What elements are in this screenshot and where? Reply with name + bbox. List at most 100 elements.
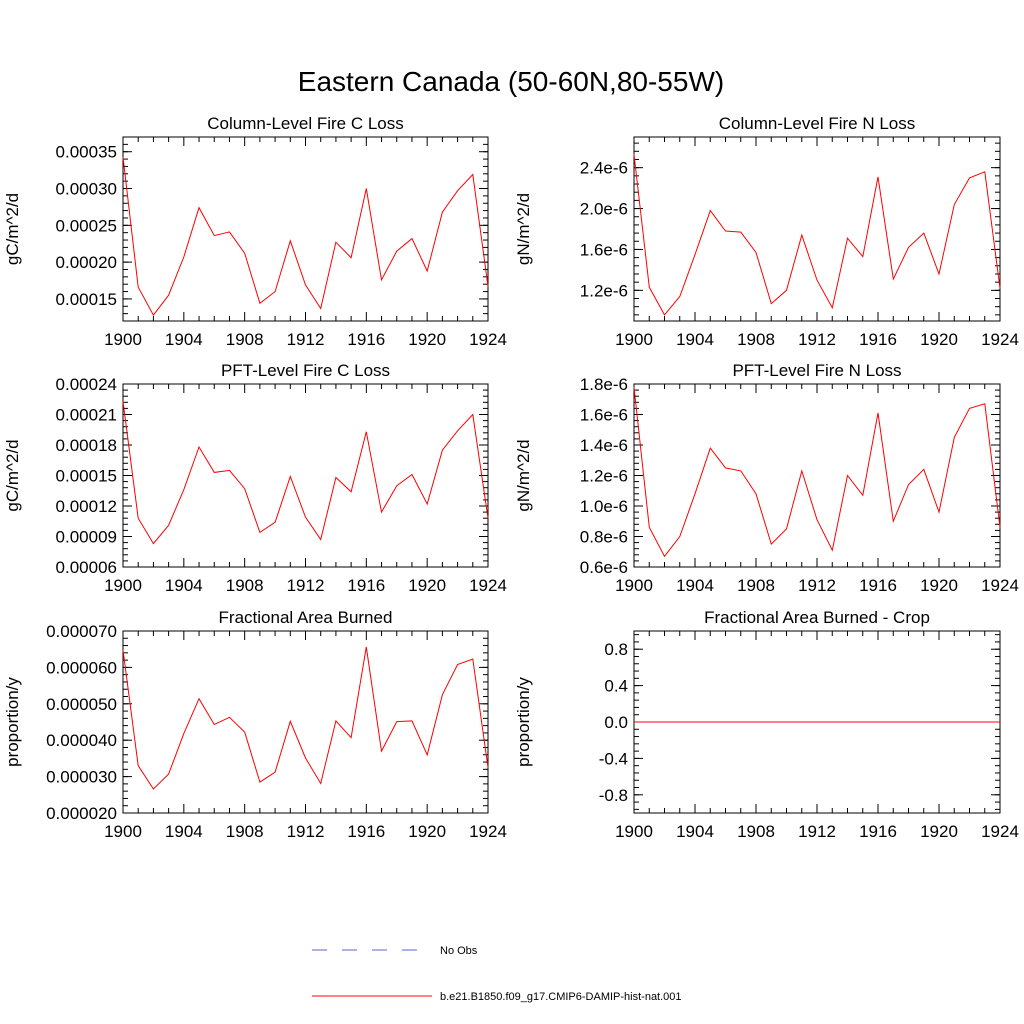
plot-frame xyxy=(633,383,1001,568)
series-line xyxy=(122,401,489,545)
legend-label-no-obs: No Obs xyxy=(440,945,478,957)
x-tick-label: 1920 xyxy=(920,330,958,349)
y-tick-label: 0.00020 xyxy=(56,253,117,272)
x-tick-label: 1920 xyxy=(408,576,446,595)
y-tick-label: 0.8e-6 xyxy=(580,528,628,547)
panel-title: Column-Level Fire N Loss xyxy=(719,114,916,133)
y-tick-label: 2.0e-6 xyxy=(580,200,628,219)
y-tick-label: 0.00018 xyxy=(56,436,117,455)
y-tick-label: -0.8 xyxy=(599,786,628,805)
series-line xyxy=(122,156,489,317)
x-tick-label: 1904 xyxy=(676,822,714,841)
panel-title: PFT-Level Fire C Loss xyxy=(221,361,390,380)
y-axis-label: gC/m^2/d xyxy=(3,439,22,511)
y-tick-label: 0.000060 xyxy=(46,658,117,677)
y-tick-label: 0.00021 xyxy=(56,406,117,425)
y-axis-label: gN/m^2/d xyxy=(514,193,533,265)
x-tick-label: 1916 xyxy=(347,576,385,595)
plot-frame xyxy=(122,136,489,322)
x-tick-label: 1900 xyxy=(615,822,653,841)
x-tick-label: 1920 xyxy=(408,822,446,841)
x-tick-label: 1912 xyxy=(798,822,836,841)
y-tick-label: 1.0e-6 xyxy=(580,497,628,516)
x-tick-label: 1924 xyxy=(981,576,1019,595)
chart-panel-3: PFT-Level Fire C Loss gC/m^2/d 1900 1904 190… xyxy=(3,361,507,595)
chart-panel-2: Column-Level Fire N Loss gN/m^2/d 1900 1904… xyxy=(514,114,1019,349)
series-line xyxy=(633,387,1001,558)
y-tick-label: 0.000020 xyxy=(46,804,117,823)
x-tick-label: 1912 xyxy=(287,576,325,595)
y-tick-label: 1.2e-6 xyxy=(580,281,628,300)
x-tick-label: 1924 xyxy=(469,822,507,841)
y-tick-label: 1.6e-6 xyxy=(580,240,628,259)
y-tick-label: 0.00009 xyxy=(56,528,117,547)
legend-label-model: b.e21.B1850.f09_g17.CMIP6-DAMIP-hist-nat… xyxy=(440,991,682,1003)
x-tick-label: 1900 xyxy=(615,330,653,349)
y-tick-label: 1.4e-6 xyxy=(580,436,628,455)
y-tick-label: 0.00015 xyxy=(56,467,117,486)
x-tick-label: 1908 xyxy=(737,576,775,595)
chart-panel-5: Fractional Area Burned proportion/y 1900 19… xyxy=(3,608,507,841)
x-tick-label: 1916 xyxy=(347,822,385,841)
x-tick-label: 1900 xyxy=(104,822,142,841)
y-tick-label: 0.000030 xyxy=(46,768,117,787)
x-tick-label: 1904 xyxy=(165,822,203,841)
chart-panel-4: PFT-Level Fire N Loss gN/m^2/d 1900 1904 190… xyxy=(514,361,1019,595)
x-tick-label: 1924 xyxy=(981,330,1019,349)
plot-frame xyxy=(633,136,1001,322)
x-tick-label: 1916 xyxy=(859,330,897,349)
y-tick-label: 2.4e-6 xyxy=(580,159,628,178)
y-axis-label: gC/m^2/d xyxy=(3,193,22,265)
x-tick-label: 1924 xyxy=(469,330,507,349)
y-tick-label: 1.6e-6 xyxy=(580,406,628,425)
x-tick-label: 1916 xyxy=(347,330,385,349)
y-axis-label: proportion/y xyxy=(514,677,533,767)
panel-group: Column-Level Fire C Loss gC/m^2/d 1900 1904… xyxy=(3,114,1019,841)
x-tick-label: 1908 xyxy=(226,330,264,349)
x-tick-label: 1924 xyxy=(469,576,507,595)
x-tick-label: 1920 xyxy=(920,822,958,841)
x-tick-label: 1912 xyxy=(287,822,325,841)
panel-title: Column-Level Fire C Loss xyxy=(207,114,404,133)
x-tick-label: 1904 xyxy=(165,576,203,595)
x-tick-label: 1912 xyxy=(798,330,836,349)
y-axis-label: proportion/y xyxy=(3,677,22,767)
y-tick-label: 0.00030 xyxy=(56,180,117,199)
series-line xyxy=(633,154,1001,316)
x-tick-label: 1908 xyxy=(737,330,775,349)
legend: No Obs b.e21.B1850.f09_g17.CMIP6-DAMIP-h… xyxy=(312,945,682,1003)
x-tick-label: 1912 xyxy=(287,330,325,349)
plot-frame xyxy=(122,383,489,568)
y-tick-label: 1.8e-6 xyxy=(580,375,628,394)
x-tick-label: 1920 xyxy=(920,576,958,595)
chart-panel-6: Fractional Area Burned - Crop proportion/… xyxy=(514,608,1019,841)
x-tick-label: 1904 xyxy=(676,576,714,595)
y-tick-label: 0.00006 xyxy=(56,558,117,577)
panel-title: Fractional Area Burned xyxy=(219,608,393,627)
y-tick-label: 0.00015 xyxy=(56,290,117,309)
x-tick-label: 1904 xyxy=(676,330,714,349)
y-tick-label: 0.000070 xyxy=(46,622,117,641)
panel-title: Fractional Area Burned - Crop xyxy=(704,608,930,627)
x-tick-label: 1916 xyxy=(859,822,897,841)
figure-title: Eastern Canada (50-60N,80-55W) xyxy=(298,66,724,97)
x-tick-label: 1920 xyxy=(408,330,446,349)
y-tick-label: 0.00035 xyxy=(56,143,117,162)
y-tick-label: 0.000050 xyxy=(46,695,117,714)
y-tick-label: 0.8 xyxy=(604,640,628,659)
x-tick-label: 1900 xyxy=(104,576,142,595)
x-tick-label: 1904 xyxy=(165,330,203,349)
y-tick-label: 0.000040 xyxy=(46,731,117,750)
x-tick-label: 1924 xyxy=(981,822,1019,841)
chart-panel-1: Column-Level Fire C Loss gC/m^2/d 1900 1904… xyxy=(3,114,507,349)
y-tick-label: 0.0 xyxy=(604,713,628,732)
x-tick-label: 1908 xyxy=(226,576,264,595)
y-tick-label: 0.6e-6 xyxy=(580,558,628,577)
y-tick-label: 1.2e-6 xyxy=(580,467,628,486)
x-tick-label: 1916 xyxy=(859,576,897,595)
panel-title: PFT-Level Fire N Loss xyxy=(732,361,901,380)
y-tick-label: 0.00024 xyxy=(56,375,117,394)
x-tick-label: 1908 xyxy=(737,822,775,841)
x-tick-label: 1908 xyxy=(226,822,264,841)
